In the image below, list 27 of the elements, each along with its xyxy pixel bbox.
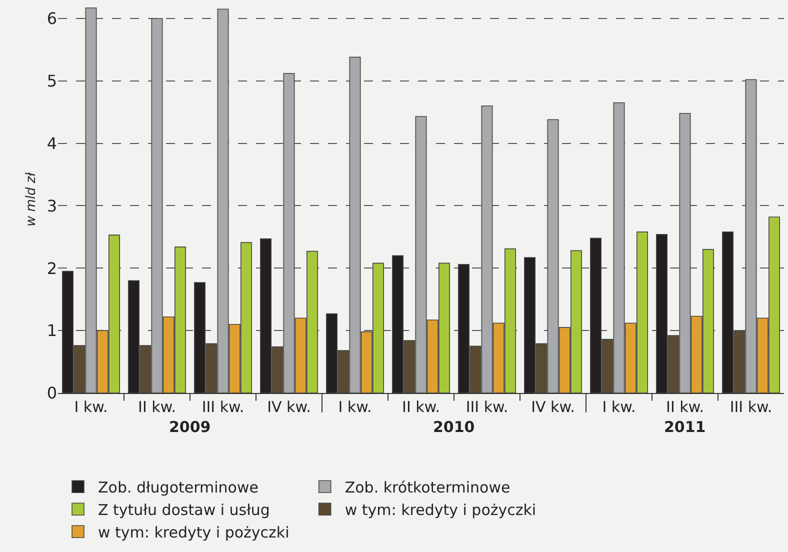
text: 2010 bbox=[433, 418, 475, 436]
x-tick-label: IV kw. bbox=[531, 398, 575, 416]
legend-label: Z tytułu dostaw i usług bbox=[98, 501, 270, 519]
legend-label: w tym: kredyty i pożyczki bbox=[344, 501, 536, 519]
text: 2009 bbox=[169, 418, 211, 436]
x-tick-label: II kw. bbox=[402, 398, 440, 416]
text: 2011 bbox=[664, 418, 706, 436]
x-tick-label: II kw. bbox=[138, 398, 176, 416]
legend-label: w tym: kredyty i pożyczki bbox=[98, 524, 290, 542]
y-tick-label: 2 bbox=[46, 258, 57, 278]
y-axis-title: w mld zł bbox=[24, 171, 39, 226]
x-tick-label: I kw. bbox=[338, 398, 372, 416]
x-tick-label: I kw. bbox=[74, 398, 108, 416]
y-tick-label: 6 bbox=[46, 9, 57, 28]
y-tick-label: 3 bbox=[46, 196, 57, 216]
y-tick-label: 4 bbox=[46, 134, 57, 153]
y-tick-label: 5 bbox=[46, 72, 57, 90]
x-tick-label: IV kw. bbox=[267, 398, 311, 416]
x-tick-label: II kw. bbox=[666, 398, 704, 416]
x-tick-label: I kw. bbox=[602, 398, 636, 416]
y-tick-label: 0 bbox=[46, 384, 57, 403]
x-tick-label: III kw. bbox=[202, 398, 244, 416]
x-tick-label: III kw. bbox=[730, 398, 772, 416]
x-tick-label: III kw. bbox=[466, 398, 508, 416]
legend-label: Zob. długoterminowe bbox=[98, 478, 258, 496]
legend-label: Zob. krótkoterminowe bbox=[344, 478, 510, 496]
y-tick-label: 1 bbox=[46, 321, 57, 340]
